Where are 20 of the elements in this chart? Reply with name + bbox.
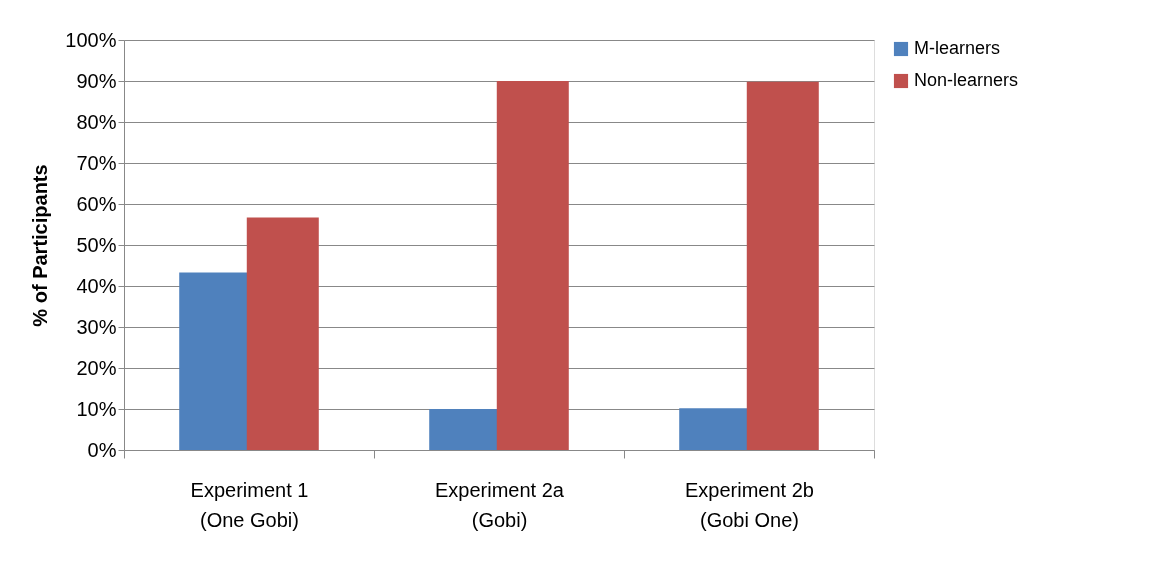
bar [246, 217, 319, 450]
y-tick-label: 80% [76, 110, 117, 133]
y-tick-label: 0% [87, 438, 117, 461]
y-tick-label: 10% [76, 397, 117, 420]
x-tick-label: Experiment 1 (One Gobi) [190, 478, 309, 531]
y-tick-label: 30% [76, 315, 117, 338]
y-tick-label: 100% [65, 28, 117, 51]
bar [496, 81, 569, 450]
y-tick-label: 40% [76, 274, 117, 297]
y-tick-label: 90% [76, 69, 117, 92]
y-tick-label: 50% [76, 233, 117, 256]
legend-label: Non-learners [914, 70, 1019, 90]
y-tick-label: 70% [76, 151, 117, 174]
y-tick-label: 60% [76, 192, 117, 215]
legend-label: M-learners [914, 38, 1001, 58]
y-axis-title: % of Participants [29, 164, 52, 327]
x-tick-label: Experiment 2a (Gobi) [435, 478, 565, 531]
x-tick-label: Experiment 2b (Gobi One) [685, 478, 814, 531]
bar [746, 81, 819, 450]
y-tick-label: 20% [76, 356, 117, 379]
